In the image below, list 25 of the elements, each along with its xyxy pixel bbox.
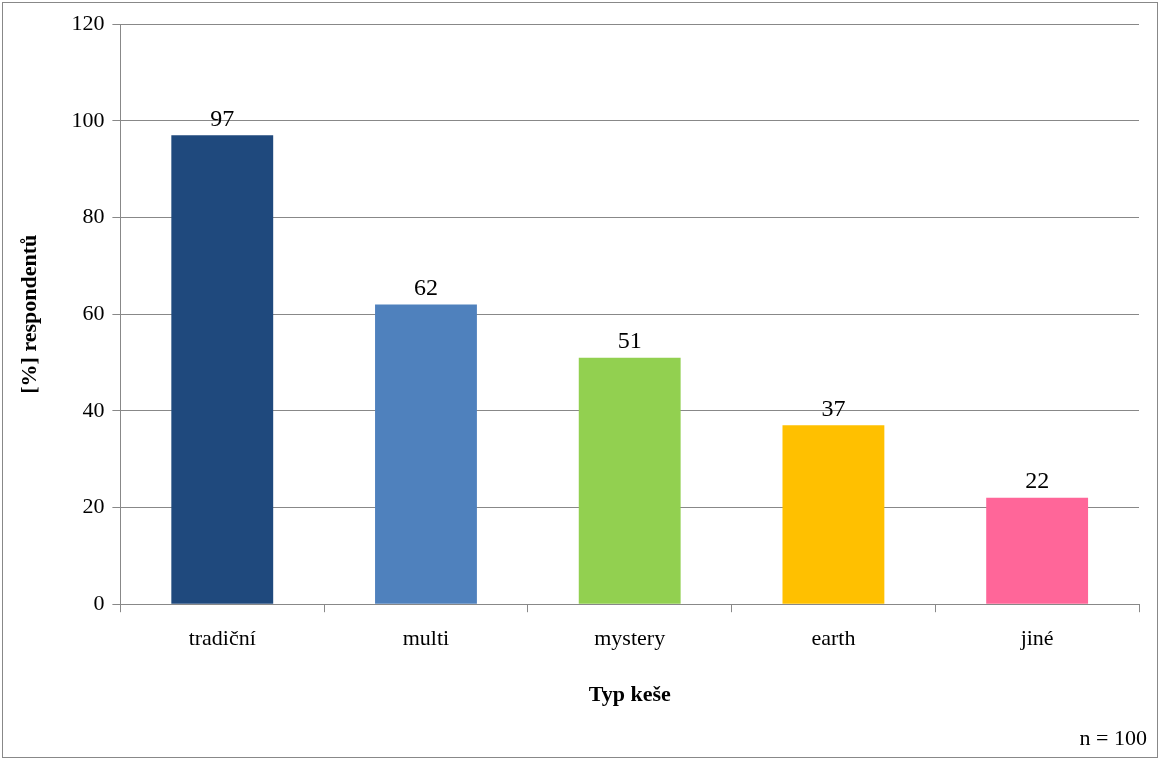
data-label: 51 [617, 327, 642, 353]
x-tick-label: earth [811, 625, 856, 651]
y-tick-label: 40 [82, 396, 105, 422]
data-label: 37 [821, 394, 846, 421]
y-tick-label: 60 [82, 299, 105, 325]
bar [986, 497, 1089, 604]
bar [171, 135, 274, 604]
y-tick-label: 0 [93, 589, 105, 615]
x-tick-label: tradiční [188, 625, 256, 651]
y-tick-label: 20 [82, 493, 105, 519]
bar [782, 425, 885, 604]
bar [578, 357, 681, 604]
data-label: 97 [210, 104, 235, 131]
x-tick-label: multi [402, 625, 450, 651]
y-axis-title: [%] respondentů [15, 234, 41, 394]
y-tick-label: 120 [71, 9, 105, 35]
x-tick-label: mystery [594, 625, 666, 651]
data-label: 22 [1025, 467, 1050, 494]
bar [375, 304, 477, 604]
y-tick-label: 100 [71, 106, 105, 132]
data-label: 62 [413, 273, 438, 300]
y-tick-label: 80 [82, 203, 105, 229]
text: n = 100 [1079, 725, 1147, 751]
x-axis-title: Typ keše [588, 681, 671, 707]
x-tick-label: jiné [1019, 625, 1054, 651]
